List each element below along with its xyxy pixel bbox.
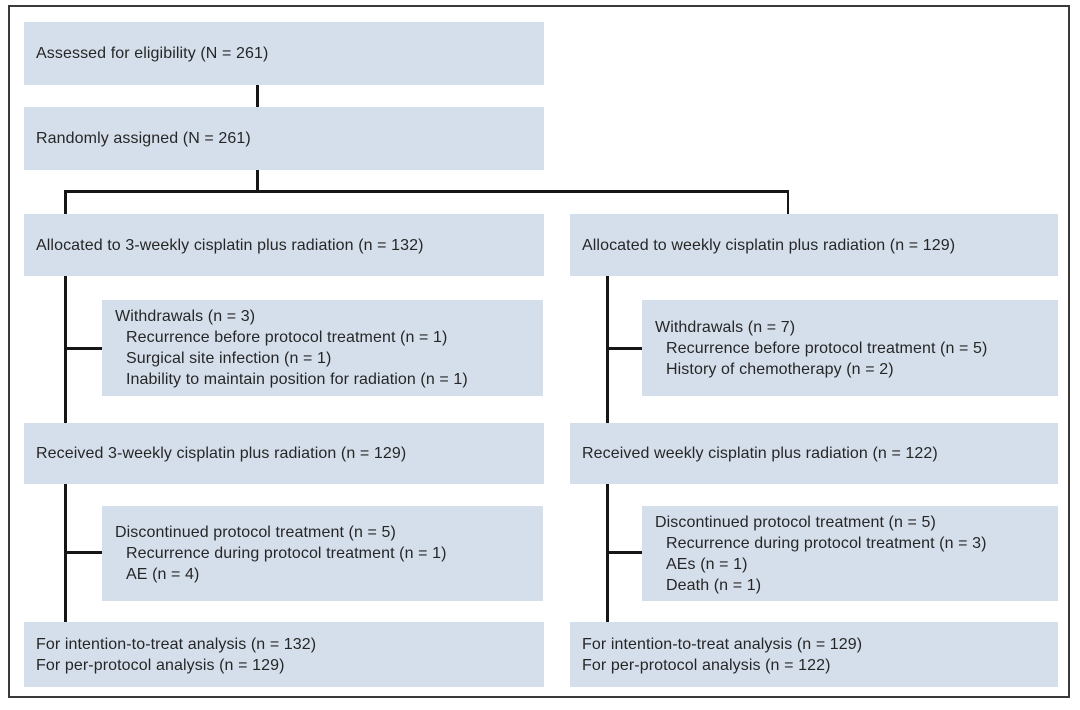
allocated-weekly-label: Allocated to weekly cisplatin plus radia… — [582, 236, 956, 254]
box-discontinued-3weekly: Discontinued protocol treatment (n = 5) … — [102, 506, 543, 601]
discontinued-3weekly-title: Discontinued protocol treatment (n = 5) — [115, 524, 396, 541]
withdrawals-weekly-item: Recurrence before protocol treatment (n … — [666, 339, 988, 357]
discontinued-weekly-item: Recurrence during protocol treatment (n … — [666, 534, 987, 552]
analysis-3weekly-itt: For intention-to-treat analysis (n = 132… — [36, 635, 317, 653]
box-randomized: Randomly assigned (N = 261) — [24, 107, 544, 170]
withdrawals-weekly-title: Withdrawals (n = 7) — [655, 318, 796, 336]
box-withdrawals-3weekly: Withdrawals (n = 3) Recurrence before pr… — [102, 300, 543, 396]
connector-tick-discontinued-left — [64, 551, 102, 554]
connector-tick-withdrawals-right — [606, 347, 642, 350]
withdrawals-weekly-item: History of chemotherapy (n = 2) — [666, 360, 894, 378]
box-discontinued-weekly: Discontinued protocol treatment (n = 5) … — [642, 506, 1058, 601]
discontinued-weekly-item: Death (n = 1) — [666, 576, 762, 594]
allocated-3weekly-label: Allocated to 3-weekly cisplatin plus rad… — [36, 236, 424, 254]
discontinued-weekly-title: Discontinued protocol treatment (n = 5) — [655, 513, 936, 531]
box-allocated-3weekly: Allocated to 3-weekly cisplatin plus rad… — [24, 214, 544, 276]
analysis-weekly-pp: For per-protocol analysis (n = 122) — [582, 656, 831, 674]
withdrawals-3weekly-item: Surgical site infection (n = 1) — [126, 350, 332, 367]
connector-randomized-to-branch — [256, 169, 259, 191]
connector-tick-discontinued-right — [606, 551, 642, 554]
withdrawals-3weekly-item: Recurrence before protocol treatment (n … — [126, 329, 448, 346]
figure-border — [8, 5, 1070, 698]
box-received-3weekly: Received 3-weekly cisplatin plus radiati… — [24, 423, 544, 484]
connector-branch-horizontal — [64, 190, 789, 193]
connector-spine-left-allocated-to-received — [64, 275, 67, 424]
connector-tick-withdrawals-left — [64, 347, 102, 350]
box-analysis-weekly: For intention-to-treat analysis (n = 129… — [570, 622, 1058, 687]
connector-assessed-to-randomized — [256, 84, 259, 109]
received-weekly-label: Received weekly cisplatin plus radiation… — [582, 445, 938, 462]
discontinued-3weekly-item: Recurrence during protocol treatment (n … — [126, 545, 447, 562]
box-analysis-3weekly: For intention-to-treat analysis (n = 132… — [24, 622, 544, 687]
discontinued-3weekly-item: AE (n = 4) — [126, 566, 200, 583]
withdrawals-3weekly-title: Withdrawals (n = 3) — [115, 308, 256, 325]
analysis-3weekly-pp: For per-protocol analysis (n = 129) — [36, 656, 285, 674]
analysis-weekly-itt: For intention-to-treat analysis (n = 129… — [582, 635, 863, 653]
randomized-label: Randomly assigned (N = 261) — [36, 130, 251, 147]
connector-branch-drop-right — [786, 190, 789, 216]
box-allocated-weekly: Allocated to weekly cisplatin plus radia… — [570, 214, 1058, 276]
box-assessed: Assessed for eligibility (N = 261) — [24, 22, 544, 85]
withdrawals-3weekly-item: Inability to maintain position for radia… — [126, 371, 468, 388]
connector-spine-right-allocated-to-received — [606, 275, 609, 424]
discontinued-weekly-item: AEs (n = 1) — [666, 555, 748, 573]
received-3weekly-label: Received 3-weekly cisplatin plus radiati… — [36, 445, 407, 462]
box-received-weekly: Received weekly cisplatin plus radiation… — [570, 423, 1058, 484]
assessed-label: Assessed for eligibility (N = 261) — [36, 45, 269, 62]
box-withdrawals-weekly: Withdrawals (n = 7) Recurrence before pr… — [642, 300, 1058, 396]
connector-branch-drop-left — [64, 190, 67, 216]
